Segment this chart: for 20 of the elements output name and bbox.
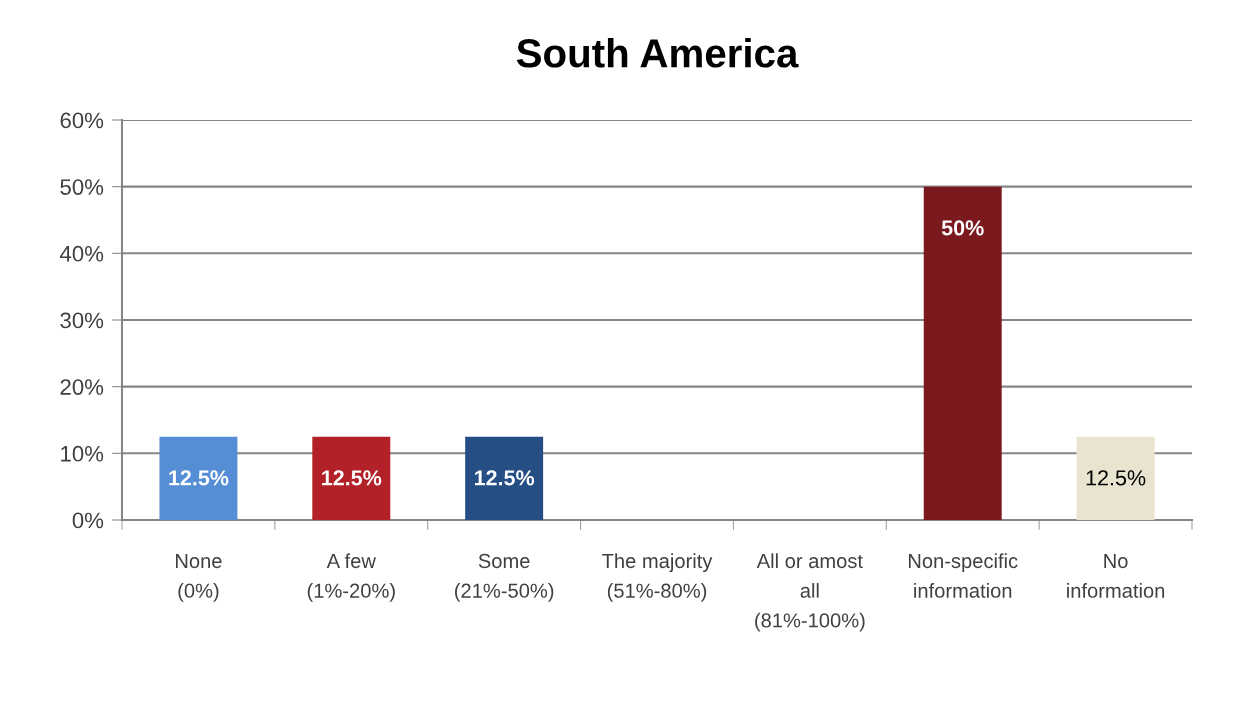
data-label: 50%: [941, 220, 984, 236]
x-tick-label: Non-specific information: [908, 553, 1018, 598]
y-tick-label: 0%: [72, 512, 104, 529]
y-tick-label: 40%: [59, 245, 104, 262]
y-tick-label: 10%: [61, 445, 104, 462]
data-label: 12.5%: [474, 470, 535, 486]
chart-title: South America: [516, 38, 799, 68]
y-tick-label: 20%: [60, 379, 104, 395]
x-tick-label: All or amost all (81%-100%): [755, 553, 865, 632]
y-tick-label: 60%: [60, 112, 104, 129]
data-label: 12.5%: [1086, 470, 1146, 486]
y-tick-label: 50%: [60, 179, 104, 195]
data-label: 12.5%: [169, 470, 229, 486]
x-tick-label: No information: [1067, 554, 1165, 598]
x-tick-label: None (0%): [176, 554, 222, 602]
data-label: 12.5%: [322, 470, 382, 486]
x-tick-label: Some (21%-50%): [455, 553, 554, 602]
y-tick-label: 30%: [60, 312, 104, 329]
x-tick-label: A few (1%-20%): [307, 553, 395, 602]
x-tick-label: The majority (51%-80%): [602, 553, 713, 602]
